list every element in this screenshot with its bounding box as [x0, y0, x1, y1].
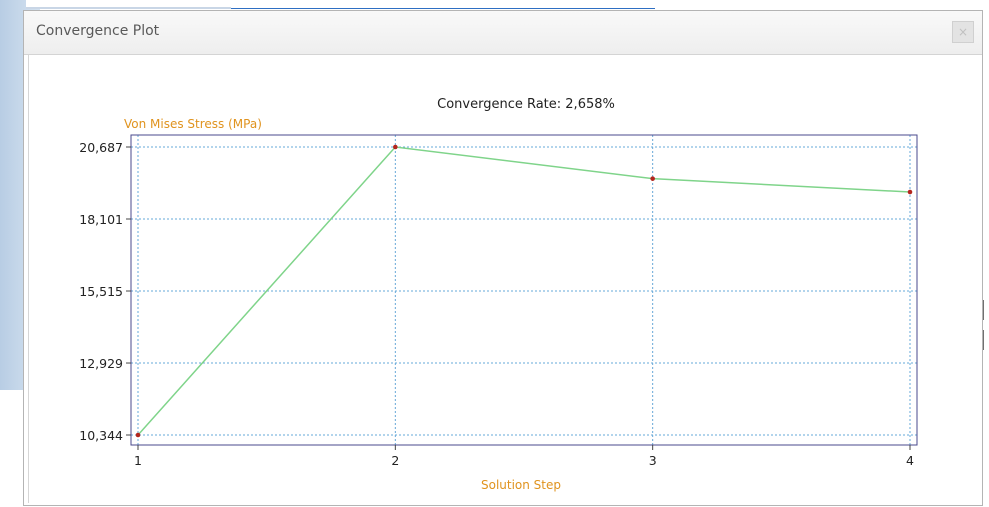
close-button[interactable]: × — [952, 21, 974, 43]
convergence-chart: 10,344 12,929 15,515 18,101 20,687 1 2 3 4 Conve… — [79, 97, 918, 492]
close-icon: × — [957, 25, 969, 39]
x-tick-label: 2 — [391, 453, 399, 468]
y-tick-label: 12,929 — [79, 356, 123, 371]
series-line — [137, 146, 911, 436]
background-app-tab — [26, 0, 231, 9]
y-tick-label: 18,101 — [79, 212, 123, 227]
dialog-content — [28, 55, 979, 503]
chart-grid — [131, 135, 917, 445]
dialog-title: Convergence Plot — [36, 23, 160, 39]
x-tick-label: 1 — [134, 453, 142, 468]
x-tick-label: 3 — [649, 453, 657, 468]
plot-area-frame — [130, 134, 918, 446]
chart-title: Convergence Rate: 2,658% — [437, 97, 615, 112]
chart-series — [135, 144, 913, 438]
y-tick-label: 10,344 — [79, 428, 123, 443]
background-app-edge — [982, 300, 986, 370]
x-axis-title: Solution Step — [481, 478, 561, 492]
convergence-plot-dialog: Convergence Plot × — [23, 10, 983, 506]
data-point — [907, 189, 913, 195]
edge-mark — [982, 330, 984, 350]
data-point — [393, 144, 398, 150]
x-tick-label: 4 — [906, 453, 914, 468]
data-point — [650, 176, 655, 181]
edge-mark — [982, 300, 984, 320]
background-app-underline — [231, 0, 655, 9]
y-tick-label: 20,687 — [79, 140, 123, 155]
chart-ticks: 10,344 12,929 15,515 18,101 20,687 1 2 3 4 — [79, 140, 914, 468]
data-point — [135, 432, 141, 438]
y-axis-title: Von Mises Stress (MPa) — [124, 117, 262, 131]
y-tick-label: 15,515 — [79, 284, 123, 299]
dialog-titlebar[interactable]: Convergence Plot × — [24, 11, 982, 55]
